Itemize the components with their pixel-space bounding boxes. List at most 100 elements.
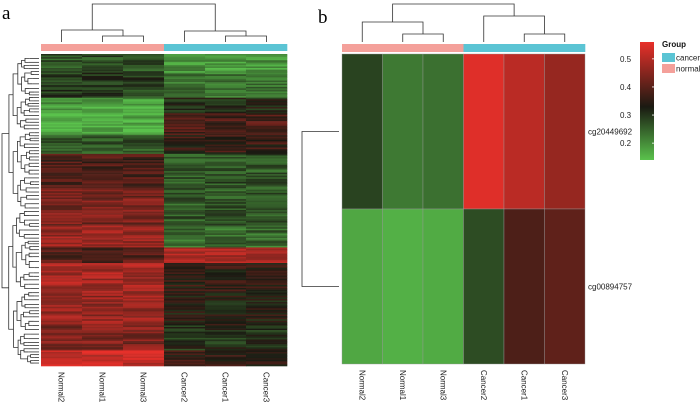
heatmap-a-cell — [123, 146, 165, 148]
heatmap-a-cell — [164, 139, 206, 142]
heatmap-a-cell — [246, 219, 288, 222]
heatmap-a-cell — [123, 291, 165, 293]
heatmap-a-cell — [123, 239, 165, 242]
heatmap-a-cell — [41, 55, 83, 58]
heatmap-a-cell — [205, 97, 247, 100]
heatmap-a-cell — [123, 124, 165, 127]
heatmap-a-cell — [205, 337, 247, 340]
heatmap-a-cell — [164, 222, 206, 225]
heatmap-a-cell — [41, 130, 83, 133]
heatmap-a-cell — [205, 295, 247, 298]
heatmap-a-cell — [246, 322, 288, 325]
heatmap-a-cell — [41, 244, 83, 247]
heatmap-a-cell — [246, 319, 288, 322]
heatmap-a-cell — [82, 347, 124, 350]
heatmap-a-cell — [123, 220, 165, 223]
heatmap-a-cell — [205, 100, 247, 103]
heatmap-a-cell — [205, 356, 247, 359]
heatmap-a-cell — [82, 125, 124, 128]
heatmap-a-cell — [82, 206, 124, 209]
heatmap-a-cell — [246, 160, 288, 162]
heatmap-a-cell — [205, 351, 247, 354]
heatmap-a-cell — [82, 130, 124, 133]
heatmap-a-cell — [82, 289, 124, 292]
heatmap-a-cell — [164, 206, 206, 209]
heatmap-a-cell — [164, 191, 206, 194]
heatmap-a-cell — [246, 351, 288, 354]
heatmap-a-cell — [164, 298, 206, 301]
heatmap-a-cell — [41, 309, 83, 312]
heatmap-a-cell — [41, 63, 83, 66]
heatmap-a-cell — [82, 88, 124, 91]
heatmap-a-cell — [82, 328, 124, 331]
heatmap-a-cell — [164, 80, 206, 83]
heatmap-a-cell — [164, 167, 206, 170]
heatmap-a-cell — [41, 219, 83, 222]
heatmap-a-cell — [123, 225, 165, 228]
heatmap-a-cell — [246, 133, 288, 136]
heatmap-a-cell — [164, 345, 206, 348]
heatmap-a-cell — [41, 317, 83, 320]
column-label-a: Cancer1 — [221, 372, 230, 403]
heatmap-a-cell — [82, 142, 124, 145]
heatmap-a-cell — [246, 213, 288, 215]
heatmap-a-cell — [82, 252, 124, 254]
heatmap-a-cell — [164, 227, 206, 230]
heatmap-a-cell — [41, 217, 83, 220]
heatmap-a-cell — [205, 206, 247, 209]
heatmap-a-cell — [41, 171, 83, 173]
heatmap-a-cell — [41, 250, 83, 253]
heatmap-a-cell — [246, 64, 288, 67]
heatmap-a-cell — [123, 122, 165, 125]
heatmap-a-cell — [205, 78, 247, 81]
colorbar-tick-label: 0.2 — [620, 139, 632, 148]
heatmap-a-cell — [41, 113, 83, 116]
heatmap-a-cell — [164, 93, 206, 95]
heatmap-b-cell — [422, 53, 464, 210]
heatmap-a-cell — [82, 267, 124, 270]
dendro-a-node — [20, 101, 26, 114]
dendro-a-node — [29, 132, 35, 137]
heatmap-a-cell — [205, 327, 247, 329]
heatmap-a-cell — [164, 160, 206, 162]
dendro-a-node — [28, 162, 35, 167]
heatmap-a-cell — [164, 169, 206, 172]
heatmap-a-cell — [164, 305, 206, 308]
heatmap-a-cell — [41, 358, 83, 361]
heatmap-a-cell — [205, 348, 247, 351]
heatmap-a-cell — [41, 69, 83, 72]
heatmap-a-cell — [205, 119, 247, 122]
heatmap-a-cell — [164, 337, 206, 340]
heatmap-a-cell — [123, 71, 165, 74]
heatmap-a-cell — [205, 127, 247, 130]
legend-label-cancer: cancer — [676, 54, 700, 63]
heatmap-a-cell — [41, 228, 83, 231]
heatmap-a-cell — [82, 320, 124, 323]
heatmap-a-cell — [123, 97, 165, 100]
heatmap-a-cell — [41, 211, 83, 214]
heatmap-a-cell — [164, 297, 206, 300]
heatmap-a-cell — [164, 233, 206, 236]
heatmap-a-cell — [41, 269, 83, 272]
heatmap-b-cell — [382, 208, 424, 365]
heatmap-a-cell — [82, 277, 124, 279]
heatmap-a-cell — [82, 133, 124, 136]
heatmap-a-cell — [123, 270, 165, 273]
heatmap-a-cell — [164, 278, 206, 281]
heatmap-a-cell — [123, 283, 165, 286]
heatmap-a-cell — [123, 85, 165, 88]
colorbar-tick-label: 0.5 — [620, 55, 632, 64]
heatmap-a-cell — [82, 242, 124, 245]
heatmap-a-cell — [164, 175, 206, 178]
heatmap-a-cell — [246, 336, 288, 339]
heatmap-a-cell — [41, 350, 83, 353]
heatmap-a-cell — [123, 361, 165, 364]
heatmap-a-cell — [205, 333, 247, 336]
column-dendrogram-b — [361, 3, 566, 42]
heatmap-a-cell — [123, 330, 165, 332]
heatmap-a-cell — [246, 78, 288, 81]
heatmap-a-cell — [82, 362, 124, 365]
heatmap-a-cell — [164, 195, 206, 198]
heatmap-a-cell — [205, 61, 247, 64]
heatmap-a-cell — [123, 286, 165, 289]
